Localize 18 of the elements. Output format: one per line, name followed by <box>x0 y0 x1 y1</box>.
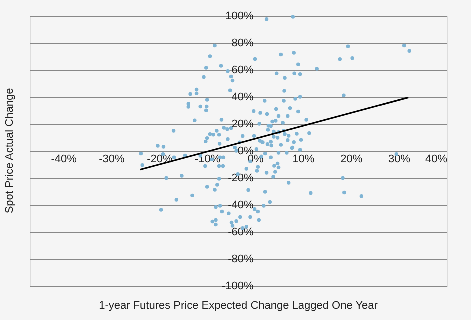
x-tick-label: 30% <box>388 154 411 166</box>
x-tick-label: 20% <box>340 154 363 166</box>
x-tick-label: -40% <box>51 154 78 166</box>
y-tick-label: -40% <box>228 200 254 212</box>
y-tick-label: 20% <box>232 118 254 130</box>
x-tick-label: 10% <box>292 154 315 166</box>
y-tick-label: 100% <box>226 10 254 22</box>
y-tick-label: -100% <box>222 280 254 292</box>
y-tick-label: 60% <box>232 64 254 76</box>
x-tick-label: 40% <box>425 154 448 166</box>
y-tick-label: -20% <box>228 172 254 184</box>
x-tick-label: -20% <box>147 154 173 166</box>
x-axis-title: 1-year Futures Price Expected Change Lagged One Year <box>99 300 378 312</box>
x-tick-label: -30% <box>99 154 126 166</box>
y-tick-label: 80% <box>232 38 254 50</box>
y-tick-label: 40% <box>232 92 254 104</box>
y-tick-label: -80% <box>228 254 254 266</box>
y-axis-title: Spot Price Actual Change <box>4 88 16 214</box>
